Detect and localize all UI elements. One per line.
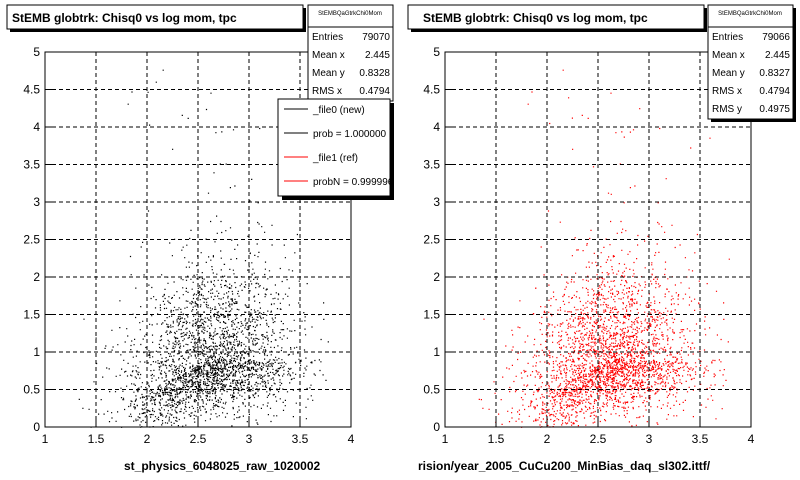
left-y-tick-label: 4 [33,120,40,134]
left-x-ticks: 1 1.5 2 2.5 3 3.5 4 [42,419,355,446]
right-x-tick-label: 3.5 [692,432,709,446]
right-y-tick-label: 5 [433,45,440,59]
right-y-tick-label: 4.5 [423,83,440,97]
right-x-ticks: 1 1.5 2 2.5 3 3.5 4 [442,419,755,446]
right-grid [445,52,751,427]
left-y-tick-label: 0 [33,420,40,434]
left-y-tick-label: 0.5 [23,383,40,397]
right-x-tick-label: 1.5 [488,432,505,446]
left-stats-rmsx-label: RMS x [312,86,342,97]
right-stats-entries-label: Entries [712,32,743,43]
left-stats-entries-value: 79070 [362,32,390,43]
right-scatter-points [478,69,730,428]
right-x-tick-label: 4 [748,432,755,446]
right-x-tick-label: 2 [544,432,551,446]
legend-box [277,98,391,197]
left-stats-meany-value: 0.8328 [359,68,390,79]
right-y-tick-label: 0.5 [423,383,440,397]
legend-label-file1: _file1 (ref) [312,153,358,164]
legend-label-prob: prob = 1.000000 [313,129,387,140]
right-stats-rmsy-label: RMS y [712,104,742,115]
right-y-tick-label: 2.5 [423,233,440,247]
left-y-tick-label: 3 [33,195,40,209]
left-panel: 1 1.5 2 2.5 3 3.5 4 0 0.5 1 1.5 2 2.5 3 3.5 4 4.5 5 StEM… [6,4,394,473]
left-x-tick-label: 1 [42,432,49,446]
right-y-tick-label: 2 [433,270,440,284]
right-stats-meany-value: 0.8327 [759,68,790,79]
right-stats-meanx-value: 2.445 [765,50,790,61]
right-stats-box [707,4,794,120]
left-y-ticks: 0 0.5 1 1.5 2 2.5 3 3.5 4 4.5 5 [23,45,53,434]
legend-label-probn: probN = 0.999996 [313,177,394,188]
right-stats-name: StEMBQaGtrkChi0Mom [718,11,782,17]
right-xlabel: rision/year_2005_CuCu200_MinBias_daq_sl3… [418,459,711,473]
left-points [78,69,329,428]
left-title: StEMB globtrk: Chisq0 vs log mom, tpc [12,11,237,25]
left-x-tick-label: 2 [144,432,151,446]
legend-label-file0: _file0 (new) [312,105,365,116]
right-points [478,69,730,428]
right-y-ticks: 0 0.5 1 1.5 2 2.5 3 3.5 4 4.5 5 [423,45,453,434]
left-y-tick-label: 1 [33,345,40,359]
right-y-tick-label: 1.5 [423,308,440,322]
left-y-tick-label: 1.5 [23,308,40,322]
left-title-box [6,4,304,30]
left-x-tick-label: 1.5 [88,432,105,446]
left-x-tick-label: 3.5 [292,432,309,446]
right-y-tick-label: 0 [433,420,440,434]
right-y-tick-label: 3.5 [423,158,440,172]
right-stats-rmsx-label: RMS x [712,86,742,97]
right-x-tick-label: 3 [646,432,653,446]
left-stats-entries-label: Entries [312,32,343,43]
left-y-tick-label: 2 [33,270,40,284]
left-x-tick-label: 2.5 [190,432,207,446]
right-panel: 1 1.5 2 2.5 3 3.5 4 0 0.5 1 1.5 2 2.5 3 3.5 4 4.5 5 StEM… [407,4,796,473]
left-y-tick-label: 5 [33,45,40,59]
right-x-tick-label: 1 [442,432,449,446]
right-stats-meanx-label: Mean x [712,50,745,61]
left-stats-name: StEMBQaGtrkChi0Mom [318,11,382,17]
right-stats-rmsx-value: 0.4794 [759,86,790,97]
left-x-tick-label: 4 [348,432,355,446]
right-stats-entries-value: 79066 [762,32,790,43]
right-stats-meany-label: Mean y [712,68,745,79]
left-stats-meany-label: Mean y [312,68,345,79]
left-stats-box [307,4,394,102]
right-stats-rmsy-value: 0.4975 [759,104,790,115]
left-y-tick-label: 3.5 [23,158,40,172]
left-stats-meanx-label: Mean x [312,50,345,61]
left-stats-rmsx-value: 0.4794 [359,86,390,97]
left-y-tick-label: 2.5 [23,233,40,247]
right-y-tick-label: 1 [433,345,440,359]
right-y-tick-label: 4 [433,120,440,134]
left-stats-meanx-value: 2.445 [365,50,390,61]
left-y-tick-label: 4.5 [23,83,40,97]
right-title: StEMB globtrk: Chisq0 vs log mom, tpc [423,11,648,25]
right-x-tick-label: 2.5 [590,432,607,446]
left-scatter-points [78,69,329,428]
left-xlabel: st_physics_6048025_raw_1020002 [124,459,320,473]
right-y-tick-label: 3 [433,195,440,209]
left-x-tick-label: 3 [246,432,253,446]
right-title-box [407,4,705,30]
